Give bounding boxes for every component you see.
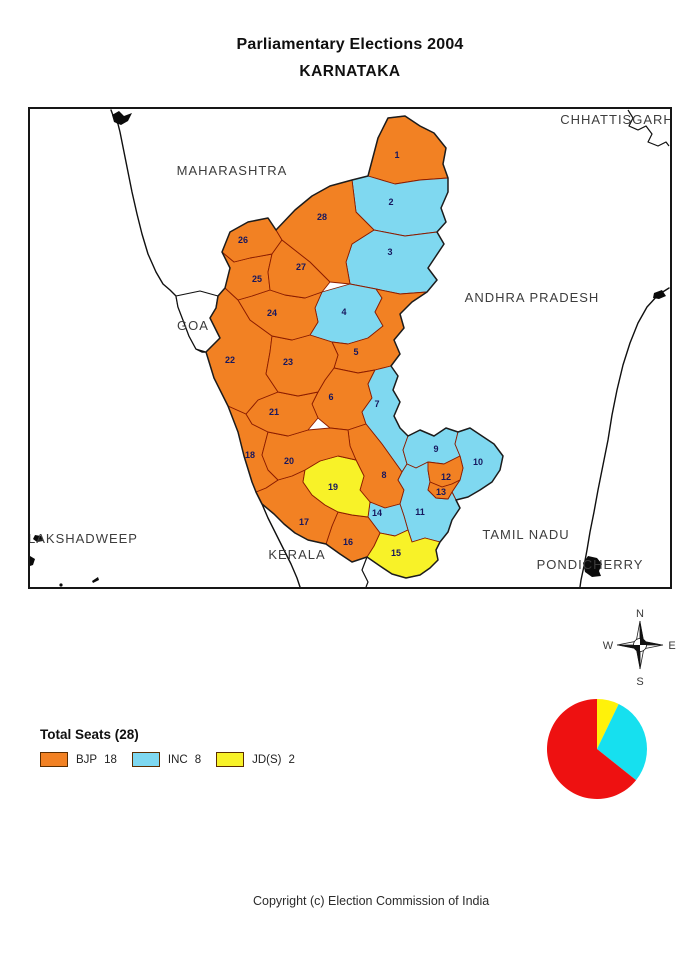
constituency-number-21: 21 [269, 407, 279, 417]
state-label-chhattisgarh: CHHATTISGARH [560, 112, 670, 127]
constituency-number-10: 10 [473, 457, 483, 467]
constituency-number-25: 25 [252, 274, 262, 284]
chhattisgarh-border [627, 109, 670, 147]
legend: Total Seats (28) BJP 18 INC 8 JD(S) 2 [40, 727, 310, 767]
constituency-number-12: 12 [441, 472, 451, 482]
state-label-andhra-pradesh: ANDHRA PRADESH [465, 290, 600, 305]
legend-party-label: BJP [76, 753, 98, 766]
constituency-1 [367, 115, 449, 185]
constituency-number-2: 2 [388, 197, 393, 207]
constituency-number-4: 4 [341, 307, 346, 317]
compass-east-label: E [668, 640, 675, 652]
constituency-number-15: 15 [391, 548, 401, 558]
island-1 [33, 535, 43, 542]
constituency-number-28: 28 [317, 212, 327, 222]
compass-west-label: W [603, 640, 614, 652]
legend-party-label: JD(S) [252, 753, 282, 766]
state-label-tamil-nadu: TAMIL NADU [482, 527, 569, 542]
compass-south-label: S [636, 676, 643, 688]
constituency-number-1: 1 [394, 150, 399, 160]
page-title: Parliamentary Elections 2004 [236, 36, 464, 53]
page-subtitle: KARNATAKA [299, 63, 401, 80]
constituency-number-22: 22 [225, 355, 235, 365]
pie-slice-INC [597, 703, 647, 781]
constituency-20 [261, 427, 357, 481]
karnataka-outer-border [205, 115, 504, 579]
constituency-number-8: 8 [381, 470, 386, 480]
compass-north-label: N [636, 608, 644, 620]
pie-slice-JD(S) [597, 699, 619, 749]
legend-swatch-BJP [40, 752, 68, 767]
constituency-number-3: 3 [387, 247, 392, 257]
state-label-kerala: KERALA [268, 547, 325, 562]
legend-seat-count: 8 [194, 753, 202, 766]
island-2 [30, 556, 35, 566]
copyright: Copyright (c) Election Commission of Ind… [253, 894, 490, 908]
constituency-number-6: 6 [328, 392, 333, 402]
constituency-13 [427, 479, 461, 500]
pondicherry-territory [583, 556, 602, 577]
state-label-lakshadweep: LAKSHADWEEP [30, 531, 138, 546]
constituency-number-23: 23 [283, 357, 293, 367]
constituency-number-11: 11 [415, 507, 425, 517]
legend-swatch-JD(S) [216, 752, 245, 767]
river-delta-splat [653, 290, 666, 299]
kerala-tamilnadu-border [361, 556, 369, 587]
legend-seat-count: 18 [104, 753, 117, 766]
constituency-number-17: 17 [299, 517, 309, 527]
legend-items: BJP 18 INC 8 JD(S) 2 [40, 752, 310, 767]
constituency-number-19: 19 [328, 482, 338, 492]
constituency-number-24: 24 [267, 308, 277, 318]
legend-party-label: INC [167, 753, 188, 766]
constituency-number-27: 27 [296, 262, 306, 272]
legend-swatch-INC [131, 752, 160, 767]
constituency-3 [345, 229, 445, 295]
constituency-number-5: 5 [353, 347, 358, 357]
island-3 [59, 583, 63, 587]
constituency-number-14: 14 [372, 508, 382, 518]
state-label-pondicherry: PONDICHERRY [537, 557, 644, 572]
island-4 [92, 577, 99, 583]
pie-slice-BJP [546, 699, 637, 799]
legend-seat-count: 2 [288, 753, 295, 766]
east-coastline [579, 287, 670, 587]
constituency-number-20: 20 [284, 456, 294, 466]
kerala-coastline [255, 491, 301, 587]
compass-rose: N S W E [603, 608, 676, 688]
estuary-splat [112, 111, 132, 125]
constituency-number-18: 18 [245, 450, 255, 460]
compass-star [616, 620, 664, 670]
constituency-number-7: 7 [374, 399, 379, 409]
state-label-maharashtra: MAHARASHTRA [177, 163, 288, 178]
constituency-number-26: 26 [238, 235, 248, 245]
constituency-number-13: 13 [436, 487, 446, 497]
constituency-number-9: 9 [433, 444, 438, 454]
constituency-number-16: 16 [343, 537, 353, 547]
results-pie-chart [546, 699, 647, 799]
map-frame: 1 2 3 4 5 6 7 8 9 10 11 12 13 14 15 16 17 18 19 20 21 22 23 24 2… [28, 107, 672, 589]
state-label-goa: GOA [177, 318, 209, 333]
legend-title: Total Seats (28) [40, 727, 139, 742]
